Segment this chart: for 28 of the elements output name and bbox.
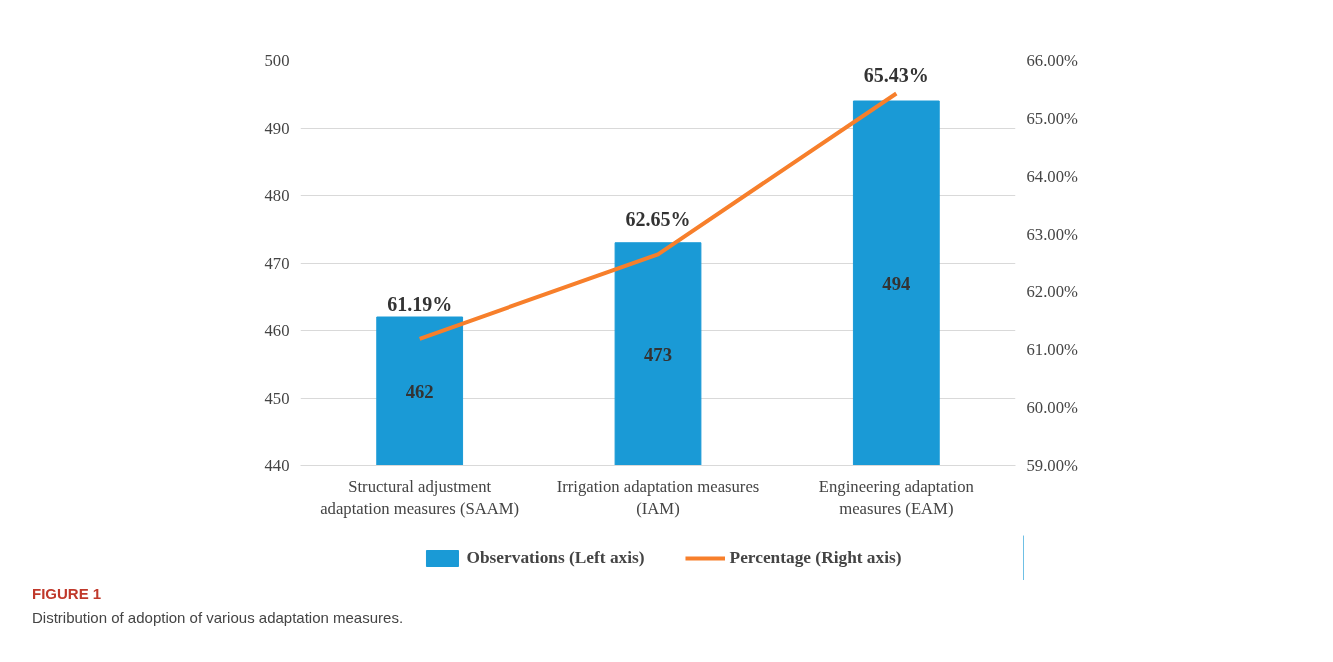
y2-tick-label: 64.00% <box>1026 166 1078 186</box>
y-tick-label: 470 <box>264 253 290 273</box>
y-tick-label: 450 <box>264 388 290 408</box>
text: Distribution of adoption of various adaptation measures. <box>32 608 404 629</box>
y-tick-label: 440 <box>264 456 290 475</box>
y-tick-label: 480 <box>264 186 290 205</box>
data-label: 462 <box>405 380 434 402</box>
x-tick-label: Engineering adaptation measures (EAM) <box>818 476 975 519</box>
legend-label: Percentage (Right axis) <box>729 547 902 568</box>
data-label: 494 <box>882 272 911 294</box>
y2-tick-label: 63.00% <box>1026 224 1078 244</box>
x-tick-label: Irrigation adaptation measures (IAM) <box>556 476 760 519</box>
data-label: 473 <box>644 343 672 365</box>
data-label: 65.43% <box>863 63 929 86</box>
y-tick-label: 500 <box>264 51 290 70</box>
y2-tick-label: 59.00% <box>1026 456 1078 475</box>
y2-tick-label: 66.00% <box>1026 51 1078 70</box>
x-tick-label: Structural adjustment adaptation measures (SAAM) <box>320 476 520 519</box>
y-tick-label: 460 <box>264 321 290 340</box>
y2-tick-label: 60.00% <box>1026 398 1078 418</box>
y2-tick-label: 61.00% <box>1026 340 1078 360</box>
legend-label: Observations (Left axis) <box>466 547 645 568</box>
y-tick-label: 490 <box>264 118 290 138</box>
caption: FIGURE 1 <box>32 584 103 604</box>
y2-tick-label: 65.00% <box>1026 108 1078 128</box>
data-label: 62.65% <box>625 208 691 231</box>
data-label: 61.19% <box>387 292 453 315</box>
y2-tick-label: 62.00% <box>1026 282 1078 302</box>
